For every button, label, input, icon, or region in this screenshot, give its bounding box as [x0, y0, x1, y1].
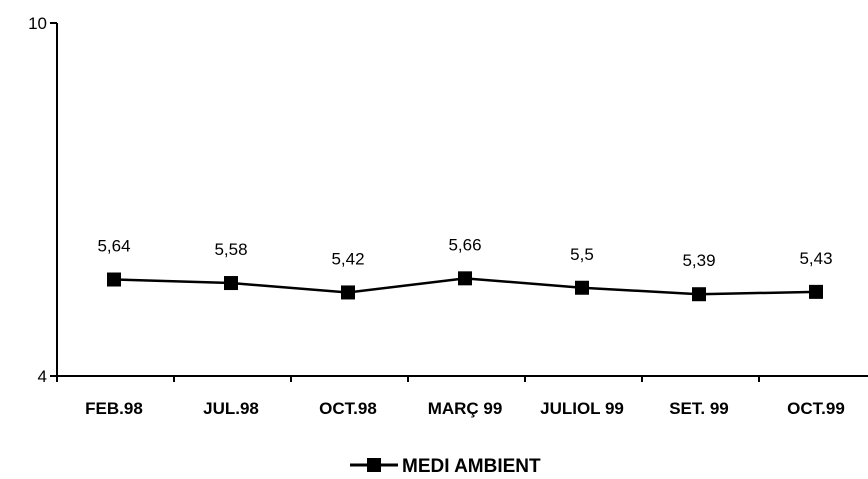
- data-label: 5,42: [331, 249, 364, 268]
- x-tick-label: JUL.98: [203, 399, 259, 418]
- data-label: 5,66: [448, 235, 481, 254]
- x-tick-label: SET. 99: [669, 399, 729, 418]
- x-tick-label: MARÇ 99: [428, 399, 503, 418]
- axes: [56, 23, 868, 377]
- data-label: 5,43: [799, 249, 832, 268]
- data-label: 5,39: [682, 251, 715, 270]
- data-point: [692, 287, 706, 302]
- x-tick-label: JULIOL 99: [540, 399, 624, 418]
- y-tick-label: 4: [38, 367, 47, 386]
- data-point: [575, 280, 589, 295]
- data-point: [224, 276, 238, 291]
- legend-label: MEDI AMBIENT: [402, 456, 541, 477]
- y-tick-label: 10: [28, 14, 47, 33]
- data-point: [809, 284, 823, 299]
- legend-marker: [367, 458, 381, 472]
- series-layer: 5,64 5,58 5,42 5,66 5,5 5,39 5,43: [97, 235, 833, 302]
- data-point: [458, 271, 472, 286]
- x-ticks: FEB.98 JUL.98 OCT.98 MARÇ 99 JULIOL 99 SET. 9…: [56, 376, 845, 418]
- x-tick-label: FEB.98: [85, 399, 143, 418]
- x-tick-label: OCT.98: [319, 399, 377, 418]
- data-label: 5,64: [97, 237, 130, 256]
- data-point: [341, 285, 355, 300]
- x-tick-label: OCT.99: [787, 399, 845, 418]
- y-ticks: 4 10: [28, 14, 57, 386]
- data-label: 5,58: [214, 240, 247, 259]
- data-point: [107, 272, 121, 287]
- legend: MEDI AMBIENT: [350, 456, 541, 477]
- data-label: 5,5: [570, 245, 594, 264]
